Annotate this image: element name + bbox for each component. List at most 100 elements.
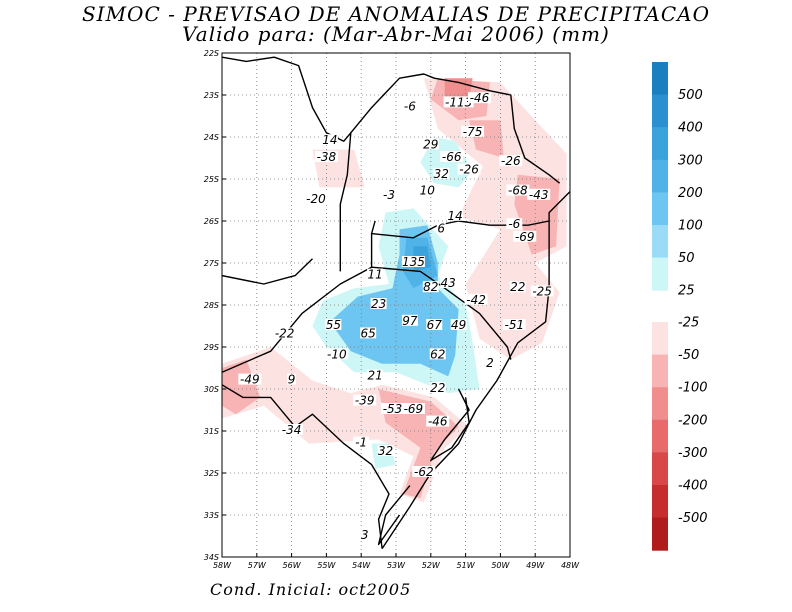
- lon-tick-label: 54W: [352, 561, 371, 570]
- shade-neg50d: [222, 359, 261, 415]
- colorbar-label: -500: [678, 511, 708, 526]
- colorbar-swatch-positive: [652, 94, 668, 128]
- lon-tick-label: 55W: [317, 561, 336, 570]
- colorbar-label: -300: [678, 446, 708, 461]
- value-label-text: 82: [423, 280, 438, 294]
- value-label-text: -66: [442, 150, 462, 164]
- value-label: -49: [238, 373, 262, 387]
- map-title-line-2: Valido para: (Mar-Abr-Mai 2006) (mm): [182, 22, 610, 46]
- border-ms_pr: [350, 73, 459, 134]
- value-label: -46: [468, 91, 492, 105]
- value-label-bg: [527, 188, 551, 200]
- political-borders: [222, 56, 570, 549]
- initial-condition-note: Cond. Inicial: oct2005: [210, 580, 412, 599]
- value-label-text: 14: [448, 209, 463, 223]
- value-label-bg: [450, 319, 467, 330]
- colorbar-label: 300: [678, 153, 703, 168]
- value-label-bg: [461, 125, 485, 137]
- value-label-bg: [506, 218, 523, 230]
- value-label-bg: [429, 348, 446, 360]
- value-label-bg: [485, 356, 495, 368]
- value-label: -43: [527, 188, 551, 202]
- value-label: 49: [450, 318, 467, 332]
- colorbar-swatch-negative: [652, 322, 668, 356]
- value-label-bg: [468, 92, 492, 104]
- colorbar-swatch-negative: [652, 485, 668, 519]
- lat-tick-label: 22S: [204, 49, 219, 58]
- value-label-text: -113: [445, 95, 472, 109]
- colorbar-swatch-positive: [652, 159, 668, 193]
- value-label-text: -69: [404, 402, 424, 416]
- value-label: -51: [502, 318, 526, 332]
- value-label-text: 22: [430, 381, 445, 395]
- value-label-text: -46: [470, 91, 490, 105]
- value-label-text: 9: [288, 373, 296, 387]
- lat-tick-label: 34S: [204, 553, 219, 562]
- value-label-text: 32: [378, 444, 393, 458]
- lon-tick-label: 49W: [526, 561, 545, 570]
- colorbar-label: 50: [678, 251, 695, 266]
- value-label-bg: [314, 151, 338, 162]
- colorbar-swatch-positive: [652, 257, 668, 291]
- value-label-text: -43: [529, 188, 549, 202]
- value-label-text: 22: [510, 280, 525, 294]
- lat-tick-label: 27S: [204, 259, 219, 268]
- lon-tick-label: 58W: [213, 561, 232, 570]
- value-label-bg: [273, 327, 297, 339]
- lon-tick-label: 51W: [457, 561, 476, 570]
- value-label-text: -10: [327, 347, 347, 361]
- value-label-bg: [377, 445, 394, 456]
- value-label: 10: [419, 184, 436, 198]
- value-label-bg: [422, 138, 439, 150]
- border-coast: [381, 191, 570, 549]
- value-label-bg: [433, 167, 450, 179]
- value-label: 23: [370, 297, 387, 311]
- border-argentina: [222, 384, 390, 549]
- colorbar-label: 400: [678, 121, 703, 136]
- value-label-text: 14: [322, 133, 337, 147]
- value-label-bg: [304, 193, 328, 204]
- value-label-text: -49: [240, 373, 260, 387]
- value-label-bg: [426, 319, 443, 330]
- value-label-text: 10: [420, 184, 436, 198]
- colorbar-label: 500: [678, 88, 703, 103]
- value-label: 29: [422, 137, 439, 151]
- value-label-bg: [401, 403, 425, 414]
- value-label: 55: [325, 318, 342, 332]
- value-label-bg: [440, 277, 457, 288]
- value-label-bg: [412, 466, 436, 477]
- value-label-text: 55: [326, 318, 341, 332]
- value-label-bg: [238, 373, 262, 385]
- colorbar-swatch-negative: [652, 387, 668, 421]
- lat-tick-label: 24S: [204, 133, 219, 142]
- value-label-text: 29: [423, 137, 438, 151]
- shade-neg25c: [222, 347, 470, 503]
- colorbar-label: -200: [678, 413, 708, 428]
- value-label: 62: [429, 347, 446, 361]
- value-label-bg: [429, 382, 446, 393]
- value-label: 22: [429, 381, 446, 395]
- colorbar: 500 400 300 200 100 50 25 -25 -50 -100 -200 -300 -40…: [652, 62, 708, 551]
- colorbar-swatch-positive: [652, 192, 668, 226]
- value-label: -6: [401, 100, 418, 114]
- value-label: 14: [321, 133, 338, 147]
- value-label-bg: [502, 319, 526, 330]
- value-label: 32: [433, 167, 450, 181]
- value-label-text: -3: [383, 188, 395, 202]
- value-label-text: -46: [428, 415, 448, 429]
- border-paraguay: [222, 56, 352, 272]
- value-label-text: -22: [275, 326, 295, 340]
- value-label-bg: [353, 394, 377, 406]
- value-label-text: -34: [282, 423, 302, 437]
- lat-tick-label: 28S: [204, 301, 219, 310]
- value-label: 82: [422, 280, 439, 294]
- value-label-text: 32: [434, 167, 449, 181]
- value-label: -68: [506, 184, 530, 198]
- value-label: -75: [461, 125, 485, 139]
- lon-tick-label: 56W: [283, 561, 302, 570]
- value-label-bg: [506, 184, 530, 196]
- value-label-text: -69: [515, 230, 535, 244]
- value-label-bg: [360, 529, 370, 540]
- value-label-text: -6: [508, 217, 520, 231]
